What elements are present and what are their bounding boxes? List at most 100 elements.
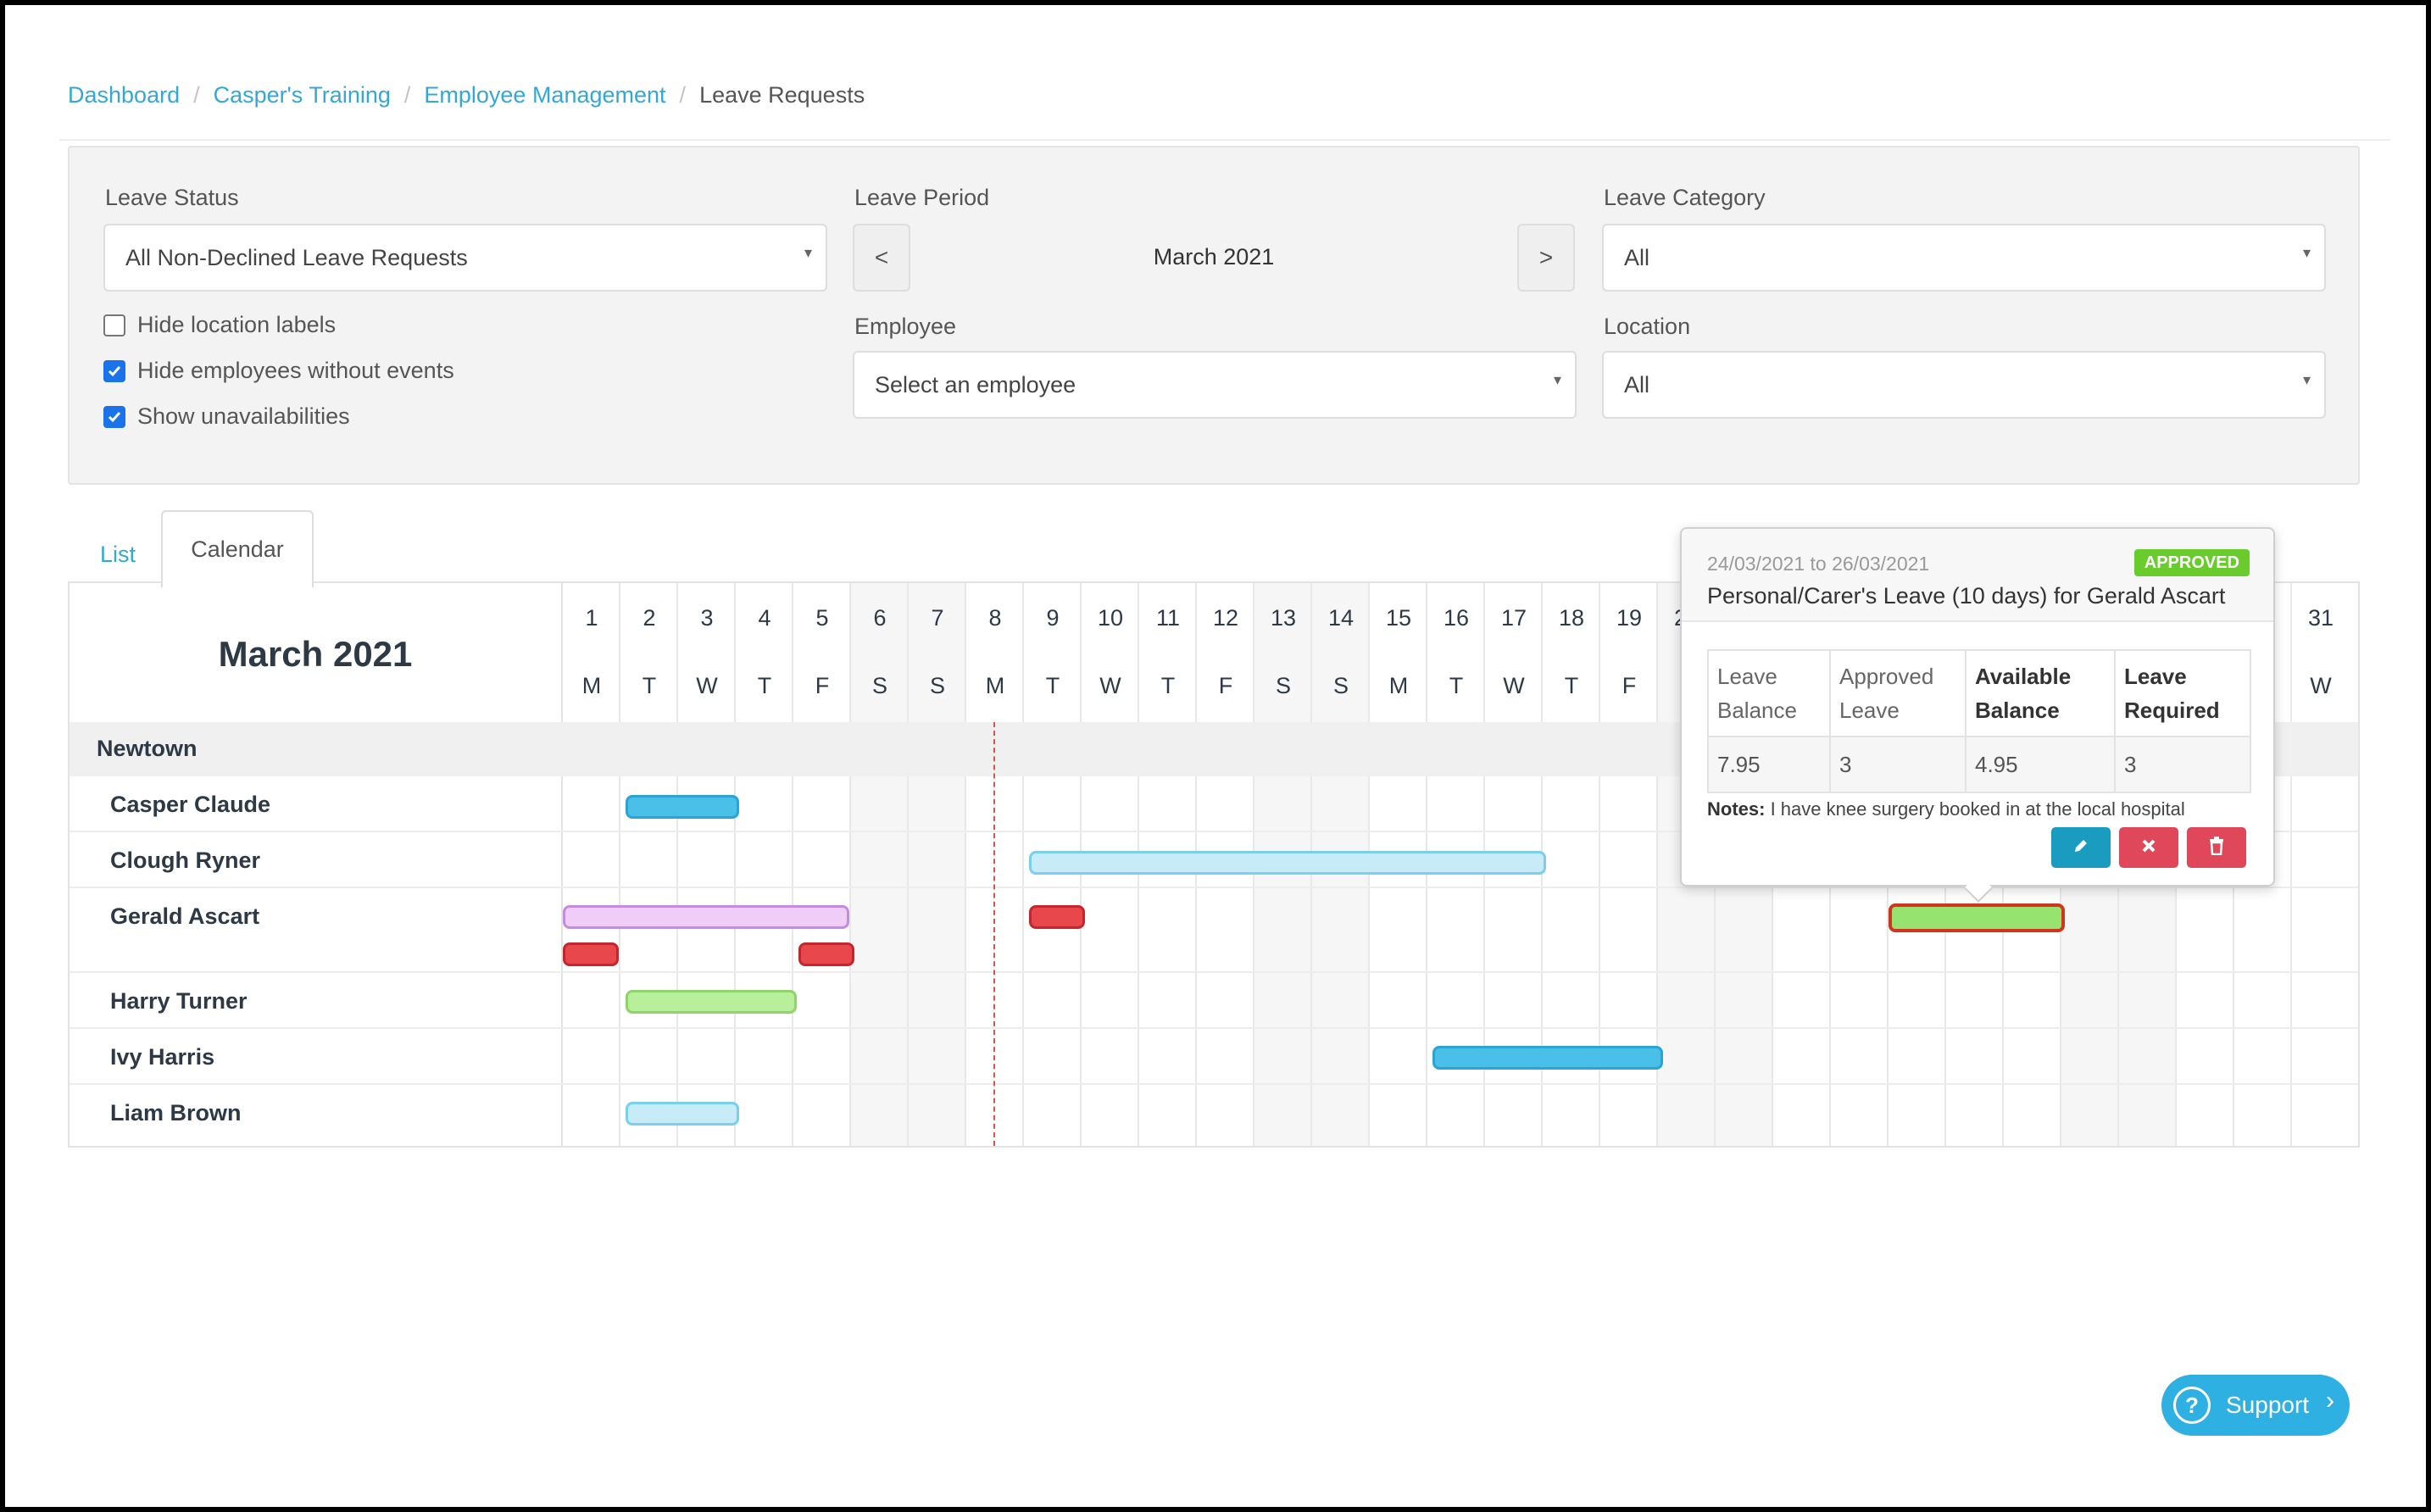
support-button[interactable]: ? Support › [2161,1375,2350,1436]
table-cell: 7.95 [1707,736,1831,793]
day-number: 31 [2307,605,2334,631]
day-number: 8 [988,605,1002,631]
table-cell: 3 [2114,736,2251,793]
weekday-letter: T [1045,673,1060,698]
row-divider [70,1027,2358,1029]
leave-bar[interactable] [626,795,739,819]
popover-notes: Notes: I have knee surgery booked in at … [1707,798,2185,820]
chevron-down-icon: ▾ [804,244,812,261]
unavailability-bar[interactable] [798,942,854,966]
previous-period-button[interactable]: < [853,224,910,292]
day-number: 6 [873,605,887,631]
leave-bar[interactable] [626,990,797,1014]
unavailability-bar[interactable] [1029,905,1085,929]
pencil-icon [2072,837,2090,859]
weekday-letter: F [1622,673,1637,698]
weekday-letter: T [1564,673,1579,698]
leave-status-label: Leave Status [105,185,239,210]
tab-calendar[interactable]: Calendar [161,510,314,588]
help-icon: ? [2173,1387,2211,1424]
breadcrumb-divider [59,139,2390,141]
employee-select[interactable]: Select an employee ▾ [853,351,1577,419]
weekday-letter: W [2310,673,2332,698]
leave-bar[interactable] [626,1102,739,1126]
leave-category-value: All [1624,244,1650,270]
leave-category-select[interactable]: All ▾ [1602,224,2326,292]
breadcrumb-training[interactable]: Casper's Training [213,81,391,108]
weekday-letter: M [1388,673,1409,698]
breadcrumb-separator: / [193,81,200,108]
chevron-down-icon: ▾ [2302,244,2311,261]
weekday-letter: T [1160,673,1176,698]
breadcrumb-current: Leave Requests [699,81,865,108]
chevron-down-icon: ▾ [1553,371,1561,388]
chevron-right-icon: › [2326,1387,2334,1415]
day-number: 3 [700,605,714,631]
balance-table: Leave Balance Approved Leave Available B… [1707,649,2251,793]
breadcrumb-separator: / [403,81,411,108]
delete-button[interactable] [2187,827,2246,868]
checkbox-hide-location-labels[interactable]: Hide location labels [103,312,336,338]
employee-name[interactable]: Ivy Harris [110,1044,215,1070]
weekday-letter: F [1218,673,1233,698]
weekday-letter: W [696,673,718,698]
weekday-letter: T [757,673,772,698]
day-number: 18 [1558,605,1585,631]
decline-button[interactable] [2119,827,2178,868]
day-number: 5 [815,605,829,631]
day-number: 13 [1270,605,1297,631]
weekday-letter: M [985,673,1005,698]
breadcrumb-dashboard[interactable]: Dashboard [68,81,181,108]
checkbox-label: Hide employees without events [137,358,454,383]
leave-period-label: Leave Period [854,185,990,210]
leave-bar-selected[interactable] [1889,903,2065,932]
employee-name[interactable]: Clough Ryner [110,848,261,873]
location-value: All [1624,371,1650,397]
checkbox-hide-employees-without-events[interactable]: Hide employees without events [103,358,454,384]
leave-bar[interactable] [1029,851,1546,875]
employee-name[interactable]: Casper Claude [110,792,271,817]
leave-category-label: Leave Category [1604,185,1766,210]
date-from: 24/03/2021 [1707,553,1805,575]
notes-text: I have knee surgery booked in at the loc… [1770,798,2185,820]
unavailability-bar[interactable] [563,942,619,966]
row-divider [70,831,2358,832]
leave-bar[interactable] [1432,1046,1663,1070]
checkbox-icon[interactable] [103,314,125,336]
edit-button[interactable] [2051,827,2111,868]
table-header: Available Balance [1965,649,2116,737]
checkbox-show-unavailabilities[interactable]: Show unavailabilities [103,403,350,430]
day-number: 17 [1500,605,1527,631]
breadcrumb-employee-management[interactable]: Employee Management [424,81,666,108]
day-number: 10 [1097,605,1124,631]
weekday-letter: S [929,673,945,698]
weekday-letter: T [1449,673,1464,698]
popover-dates: 24/03/2021 to 26/03/2021 [1707,553,1929,575]
day-number: 9 [1046,605,1060,631]
weekday-letter: S [1275,673,1291,698]
leave-bar[interactable] [563,905,849,929]
checkbox-checked-icon[interactable] [103,405,125,428]
employee-name[interactable]: Liam Brown [110,1100,242,1126]
tab-list[interactable]: List [99,541,136,567]
row-divider [70,1083,2358,1085]
checkbox-checked-icon[interactable] [103,359,125,382]
day-number: 16 [1443,605,1470,631]
row-divider [70,971,2358,973]
leave-status-select[interactable]: All Non-Declined Leave Requests ▾ [103,224,827,292]
employee-name[interactable]: Harry Turner [110,988,248,1014]
day-column: 31 W [2290,583,2348,1146]
date-to: 26/03/2021 [1832,553,1930,575]
calendar-month-title: March 2021 [218,634,413,674]
employee-name[interactable]: Gerald Ascart [110,903,260,929]
location-select[interactable]: All ▾ [1602,351,2326,419]
table-header: Approved Leave [1829,649,1966,737]
day-number: 4 [758,605,771,631]
next-period-button[interactable]: > [1517,224,1575,292]
employee-label: Employee [854,314,957,339]
